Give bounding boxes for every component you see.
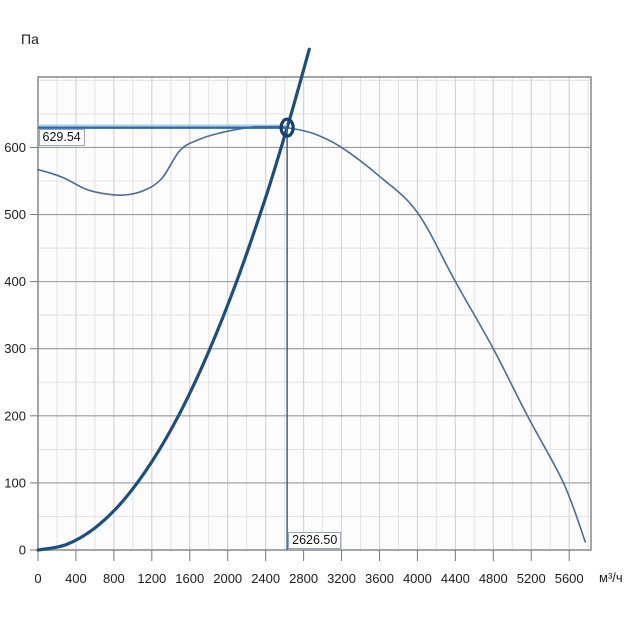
plot-border — [37, 76, 592, 551]
y-tick-label: 500 — [4, 207, 26, 222]
y-tick-label: 400 — [4, 274, 26, 289]
x-tick-label: 2400 — [251, 571, 280, 586]
operating-point-pressure-label: 629.54 — [38, 129, 85, 147]
plot-area — [38, 77, 591, 550]
y-tick-label: 600 — [4, 140, 26, 155]
y-tick-label: 100 — [4, 475, 26, 490]
x-tick-label: 2000 — [213, 571, 242, 586]
y-tick-label: 200 — [4, 408, 26, 423]
x-tick-label: 0 — [34, 571, 41, 586]
x-tick-label: 3600 — [365, 571, 394, 586]
y-tick-label: 0 — [19, 543, 26, 558]
y-axis-unit-label: Па — [21, 31, 39, 47]
x-tick-label: 2800 — [289, 571, 318, 586]
x-tick-label: 4000 — [403, 571, 432, 586]
operating-point-flow-label: 2626.50 — [288, 532, 342, 549]
operating-point-ring — [279, 117, 295, 138]
y-tick-label: 300 — [4, 341, 26, 356]
x-tick-label: 5600 — [555, 571, 584, 586]
x-tick-label: 4400 — [441, 571, 470, 586]
x-tick-label: 800 — [103, 571, 125, 586]
x-tick-label: 1200 — [137, 571, 166, 586]
x-tick-label: 4800 — [479, 571, 508, 586]
x-axis-unit-label: м³/ч — [599, 570, 623, 585]
x-tick-label: 400 — [65, 571, 87, 586]
x-tick-label: 5200 — [517, 571, 546, 586]
x-tick-label: 1600 — [175, 571, 204, 586]
x-tick-label: 3200 — [327, 571, 356, 586]
